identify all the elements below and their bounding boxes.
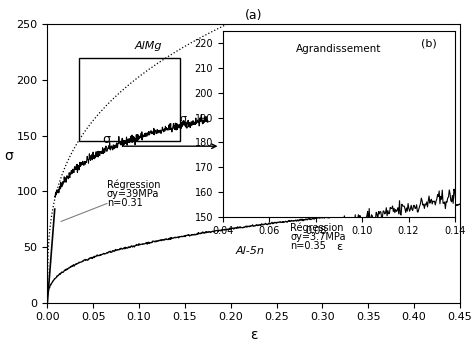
Text: Régression: Régression (107, 180, 161, 190)
Bar (80, 57, 180, 141)
Y-axis label: σ: σ (180, 114, 187, 124)
Text: Al-5n: Al-5n (235, 246, 264, 256)
Text: n=0.31: n=0.31 (107, 198, 143, 208)
Text: σy=39MPa: σy=39MPa (107, 189, 159, 199)
Text: σ: σ (102, 133, 110, 146)
Text: AlMg: AlMg (135, 41, 162, 51)
Text: (b): (b) (421, 39, 437, 49)
Text: σy=3.7MPa: σy=3.7MPa (290, 232, 346, 242)
Y-axis label: σ: σ (4, 149, 13, 163)
X-axis label: ε: ε (250, 328, 257, 342)
Text: n=0.35: n=0.35 (290, 241, 326, 251)
Text: Agrandissement: Agrandissement (296, 44, 382, 54)
Text: Régression: Régression (290, 223, 344, 233)
X-axis label: ε: ε (336, 242, 342, 252)
Text: (a): (a) (245, 9, 262, 22)
